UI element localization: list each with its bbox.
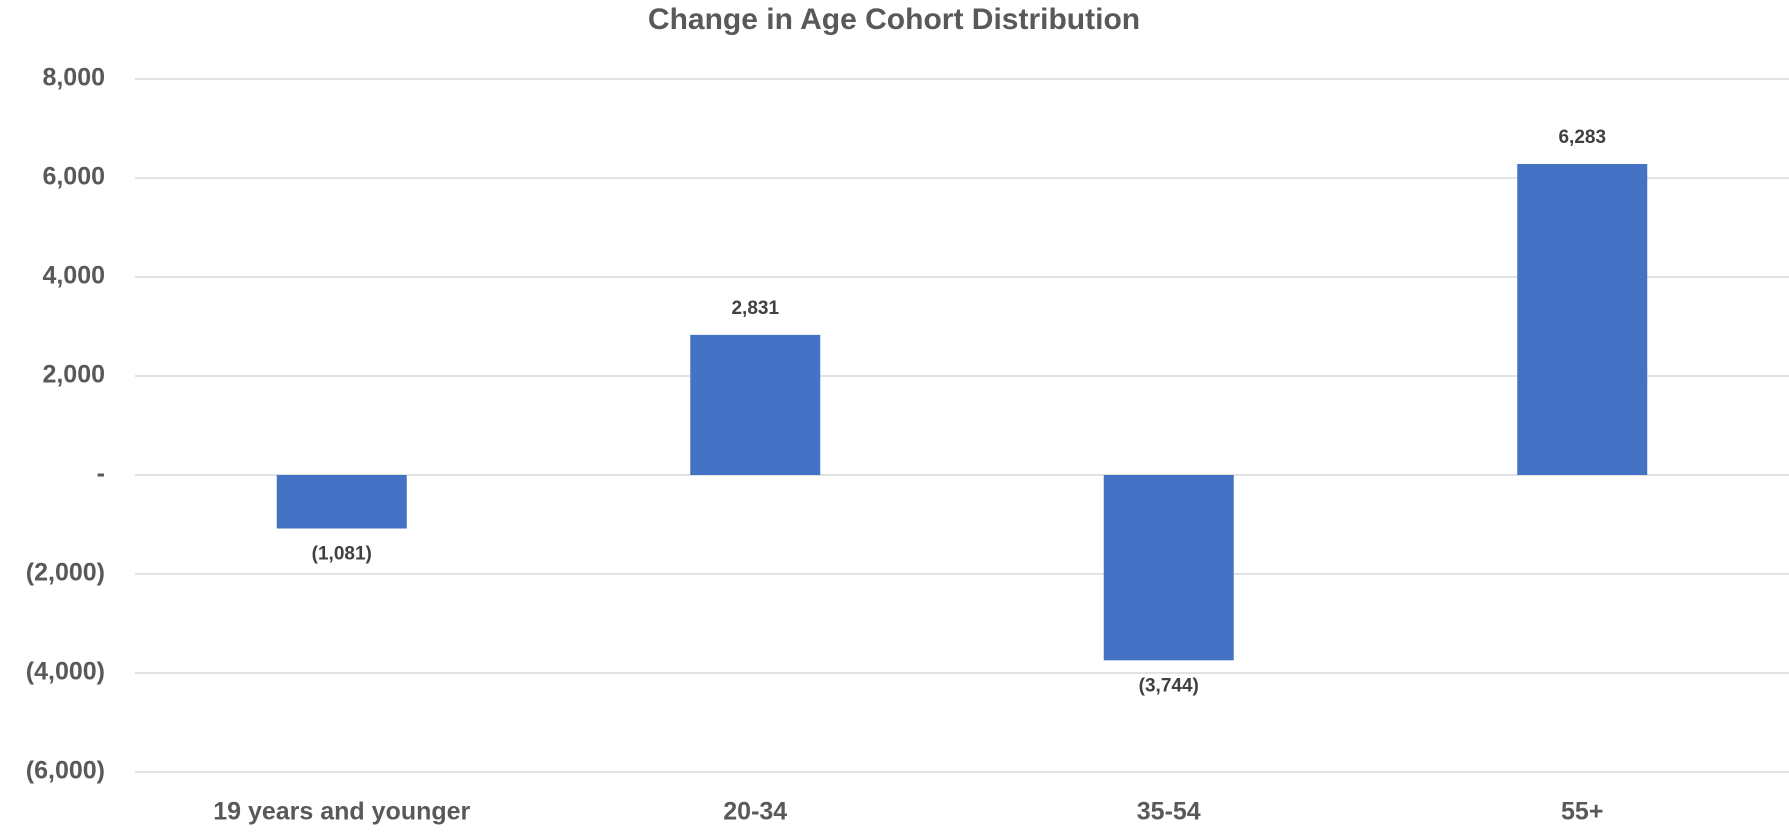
x-tick-label: 20-34 xyxy=(723,798,787,826)
x-tick-label: 19 years and younger xyxy=(213,798,470,826)
bar xyxy=(690,334,821,475)
data-label: 6,283 xyxy=(1558,127,1606,148)
y-tick-label: 6,000 xyxy=(42,163,105,191)
y-tick-label: - xyxy=(97,460,105,488)
x-tick-label: 35-54 xyxy=(1137,798,1201,826)
y-tick-label: (4,000) xyxy=(26,658,105,686)
bar xyxy=(276,475,407,529)
y-tick-label: 2,000 xyxy=(42,361,105,389)
x-tick-label: 55+ xyxy=(1561,798,1603,826)
y-tick-label: 4,000 xyxy=(42,262,105,290)
chart-title: Change in Age Cohort Distribution xyxy=(648,3,1140,36)
y-tick-label: (6,000) xyxy=(26,757,105,785)
bar xyxy=(1517,163,1648,475)
data-label: (3,744) xyxy=(1139,675,1199,696)
bar xyxy=(1103,475,1234,661)
data-label: (1,081) xyxy=(312,544,372,565)
data-label: 2,831 xyxy=(731,298,779,319)
y-tick-label: 8,000 xyxy=(42,64,105,92)
y-tick-label: (2,000) xyxy=(26,559,105,587)
